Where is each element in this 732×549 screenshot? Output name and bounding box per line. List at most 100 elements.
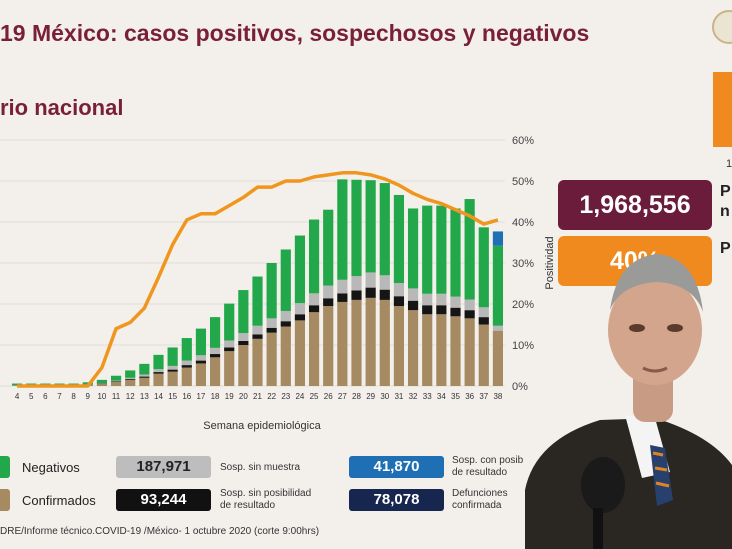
bar-segment-negativos <box>294 235 306 304</box>
positivity-line <box>17 171 499 388</box>
bar-segment-sin_posibilidad <box>351 290 362 300</box>
bar-segment-confirmados <box>464 318 475 386</box>
bar-segment-negativos <box>181 338 192 361</box>
bar-segment-negativos <box>308 219 320 294</box>
x-tick-label: 17 <box>196 392 205 401</box>
bar-segment-sospechosos <box>450 296 461 308</box>
bar-segment-sospechosos <box>464 299 475 311</box>
bar-segment-sin_posibilidad <box>294 314 306 321</box>
legend-label-confirmados: Confirmados <box>22 492 96 508</box>
bar-segment-sospechosos <box>110 380 122 382</box>
stat-defunciones-desc: Defunciones confirmada <box>452 488 508 512</box>
bar-segment-confirmados <box>153 373 164 386</box>
bar-segment-sospechosos <box>379 275 390 290</box>
weekly-cases-chart: 0% 10% 20% 30% 40% 50% 60% 4 5 6 7 8 9 10 11 12 13 14 15 16… <box>0 135 556 432</box>
bar-segment-sin_posibilidad <box>266 327 277 333</box>
positivity-label: P <box>720 240 731 257</box>
bar-segment-sospechosos <box>337 279 348 294</box>
total-tests-label-line: n <box>720 203 730 220</box>
stat-desc-line: Sosp. sin posibilidad <box>220 488 312 499</box>
legend-swatch-confirmados <box>0 489 10 511</box>
x-tick-label: 29 <box>366 392 375 401</box>
stat-sosp-posible-desc: Sosp. con posib de resultado <box>452 455 523 479</box>
bar-segment-sospechosos <box>492 325 504 331</box>
bar-segment-sin_posibilidad <box>436 305 447 315</box>
bar-segment-negativos <box>266 263 277 319</box>
x-tick-label: 4 <box>15 392 20 401</box>
y-tick-label: 0% <box>512 381 528 393</box>
bar-segment-sin_posibilidad <box>153 372 164 374</box>
bar-segment-sin_posibilidad <box>407 300 419 311</box>
bar-segment-confirmados <box>96 383 108 386</box>
x-tick-label: 32 <box>409 392 418 401</box>
bar-segment-confirmados <box>492 330 504 386</box>
x-tick-label: 35 <box>451 392 460 401</box>
bar-segment-sospechosos <box>195 355 207 361</box>
bar-segment-negativos <box>393 194 405 284</box>
bar-segment-negativos <box>422 205 433 294</box>
bar-segment-confirmados <box>365 297 376 386</box>
legend-swatch-negativos <box>0 456 10 478</box>
x-tick-label: 13 <box>140 392 149 401</box>
bar-segment-confirmados <box>337 301 348 386</box>
bar-segment-sin_posibilidad <box>195 360 207 364</box>
right-orange-box <box>713 72 732 147</box>
bar-segment-confirmados <box>280 326 291 386</box>
bar-segment-confirmados <box>393 306 405 386</box>
presenter-video-overlay <box>525 254 732 549</box>
bar-segment-negativos <box>238 290 249 334</box>
x-tick-label: 26 <box>324 392 333 401</box>
bar-segment-sospechosos <box>181 360 192 366</box>
y-tick-label: 50% <box>512 176 534 188</box>
bar-segment-negativos <box>365 180 376 273</box>
bar-segment-sin_posibilidad <box>365 287 376 298</box>
bar-segment-confirmados <box>266 332 277 386</box>
bar-segment-sin_posibilidad <box>379 289 390 300</box>
x-tick-label: 30 <box>380 392 389 401</box>
x-tick-label: 16 <box>182 392 191 401</box>
bar-segment-confirmados <box>238 345 249 386</box>
bar-segment-negativos <box>280 249 291 311</box>
bar-segment-sin_posibilidad <box>337 293 348 302</box>
bar-segment-negativos <box>125 370 136 378</box>
legend-confirmados: Confirmados <box>0 489 96 511</box>
bar-segment-sin_posibilidad <box>209 354 221 358</box>
x-tick-label: 21 <box>253 392 262 401</box>
bar-segment-negativos <box>337 179 348 280</box>
bar-segment-sospechosos <box>153 369 164 373</box>
bar-segment-negativos <box>464 199 475 300</box>
bar-segment-sin_posibilidad <box>323 298 334 307</box>
stat-sin-posibilidad-value: 93,244 <box>116 489 211 511</box>
bar-segment-negativos <box>323 209 334 286</box>
x-tick-label: 31 <box>394 392 403 401</box>
bar-segment-confirmados <box>450 316 461 386</box>
x-tick-label: 34 <box>437 392 446 401</box>
microphone-icon <box>581 457 625 549</box>
x-tick-label: 23 <box>281 392 290 401</box>
bar-segment-sospechosos <box>436 293 447 306</box>
bar-segment-confirmados <box>181 367 192 386</box>
bar-segment-sin_posibilidad <box>280 321 291 327</box>
bar-segment-sin_posibilidad <box>393 296 405 307</box>
bar-segment-negativos <box>209 317 221 348</box>
right-cut-label: 1 <box>726 158 732 170</box>
bar-segment-sospechosos <box>167 365 178 370</box>
stat-desc-line: Defunciones <box>452 488 508 499</box>
bar-segment-sospechosos <box>351 276 362 291</box>
bar-segment-confirmados <box>422 314 433 386</box>
stat-desc-line: confirmada <box>452 500 502 511</box>
bar-segment-negativos <box>478 227 489 308</box>
bar-segment-sospechosos <box>393 283 405 297</box>
legend-label-negativos: Negativos <box>22 459 80 475</box>
x-tick-label: 11 <box>112 392 121 401</box>
x-tick-label: 7 <box>57 392 62 401</box>
x-axis-title: Semana epidemiológica <box>203 420 321 432</box>
bar-segment-sin_posibilidad <box>167 369 178 372</box>
bar-segment-confirmados <box>379 299 390 386</box>
legend-negativos: Negativos <box>0 456 80 478</box>
bar-segment-confirmados <box>436 314 447 386</box>
bar-segment-sospechosos <box>407 288 419 301</box>
bar-segment-sospechosos <box>252 325 263 335</box>
bar-segment-sin_posibilidad <box>464 310 475 319</box>
x-tick-label: 25 <box>310 392 319 401</box>
